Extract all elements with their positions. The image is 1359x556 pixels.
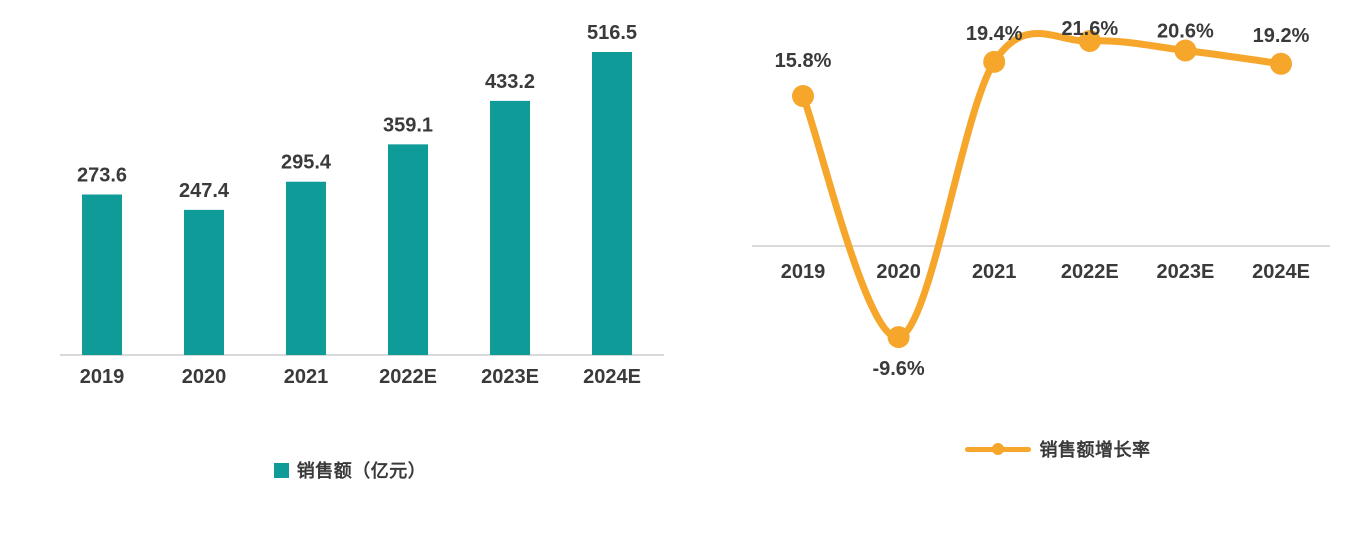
legend-dot-icon bbox=[991, 443, 1004, 455]
data-point-2019 bbox=[792, 85, 814, 108]
bar-value-label: 295.4 bbox=[281, 152, 332, 174]
growth-line-series bbox=[799, 30, 1285, 341]
point-value-label: -9.6% bbox=[872, 358, 924, 380]
bar-2023E bbox=[490, 100, 530, 355]
bar-value-label: 247.4 bbox=[179, 180, 230, 202]
x-tick-label: 2020 bbox=[182, 366, 227, 388]
x-tick-label: 2021 bbox=[972, 261, 1017, 283]
bar-2020 bbox=[184, 209, 224, 355]
x-tick-label: 2019 bbox=[781, 261, 826, 283]
data-point-2022E bbox=[1078, 30, 1101, 53]
bar-legend-label: 销售额（亿元） bbox=[296, 461, 427, 481]
line-chart-legend: 销售额增长率 bbox=[728, 436, 1359, 462]
x-tick-label: 2020 bbox=[876, 261, 921, 283]
bar-2021 bbox=[286, 181, 326, 355]
x-tick-label: 2023E bbox=[1156, 261, 1214, 283]
x-tick-label: 2022E bbox=[379, 366, 437, 388]
bar-2019 bbox=[82, 194, 122, 355]
legend-line-dot-marker-icon bbox=[964, 443, 1031, 455]
data-point-2023E bbox=[1174, 39, 1197, 62]
x-tick-label: 2024E bbox=[1252, 261, 1310, 283]
x-tick-label: 2019 bbox=[80, 366, 125, 388]
point-value-label: 19.2% bbox=[1253, 25, 1310, 47]
data-point-2020 bbox=[887, 326, 910, 349]
x-tick-label: 2021 bbox=[284, 366, 329, 388]
legend-square-swatch-icon bbox=[273, 462, 289, 478]
point-value-label: 19.4% bbox=[966, 23, 1023, 45]
point-value-label: 21.6% bbox=[1061, 18, 1118, 40]
bar-value-label: 273.6 bbox=[77, 165, 127, 187]
bar-value-label: 359.1 bbox=[383, 114, 433, 136]
bar-chart-plot-area: 273.6 2019 247.4 2020 295.4 2021 359.1 2022E 433… bbox=[60, 22, 664, 388]
x-tick-label: 2022E bbox=[1061, 261, 1119, 283]
point-value-label: 15.8% bbox=[775, 50, 832, 72]
bar-2022E bbox=[388, 144, 428, 355]
data-point-2024E bbox=[1270, 52, 1292, 75]
x-tick-label: 2023E bbox=[481, 366, 539, 388]
bar-chart-legend: 销售额（亿元） bbox=[0, 457, 700, 483]
point-value-label: 20.6% bbox=[1157, 21, 1214, 43]
x-tick-label: 2024E bbox=[583, 366, 641, 388]
line-chart-plot-area: 2019 2020 2021 2022E 2023E 2024E 15.8% -9.6% 19.… bbox=[752, 18, 1330, 380]
bar-value-label: 433.2 bbox=[485, 71, 535, 93]
line-legend-label: 销售额增长率 bbox=[1039, 440, 1151, 460]
bar-value-label: 516.5 bbox=[587, 22, 637, 44]
data-point-2021 bbox=[983, 50, 1006, 73]
bar-2024E bbox=[592, 52, 632, 356]
